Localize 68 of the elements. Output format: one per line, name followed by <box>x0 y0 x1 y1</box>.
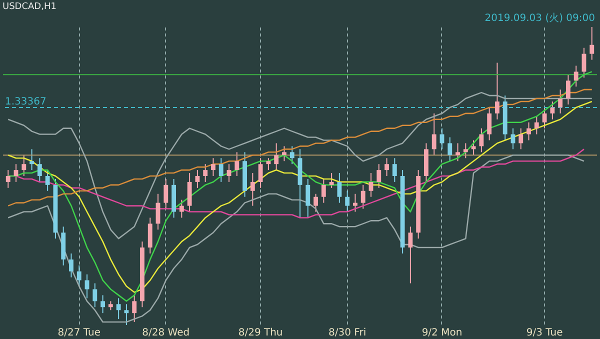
x-tick-label: 8/29 Thu <box>238 328 283 338</box>
candlestick <box>495 62 500 120</box>
x-tick-label: 8/30 Fri <box>328 328 366 338</box>
candlestick <box>187 172 192 212</box>
x-tick-label: 8/28 Wed <box>142 328 190 338</box>
candlestick <box>124 304 129 326</box>
candlestick <box>22 154 26 176</box>
candlestick <box>376 164 382 188</box>
candlestick <box>92 282 98 308</box>
candlestick <box>274 142 279 171</box>
candlestick <box>45 170 50 192</box>
candlestick <box>76 264 82 287</box>
candlestick <box>526 122 531 141</box>
candlestick <box>518 128 524 150</box>
text: 2019.09.03 (火) 09:00 <box>484 12 595 24</box>
candlestick <box>195 170 200 188</box>
candlestick <box>353 193 358 212</box>
candlestick <box>368 172 374 198</box>
x-tick-label: 9/2 Mon <box>422 328 462 338</box>
candlestick <box>37 158 42 182</box>
candlestick <box>534 116 539 135</box>
candlestick <box>218 158 224 182</box>
candlestick <box>211 158 216 176</box>
candlestick <box>479 128 484 153</box>
candlestick <box>282 146 286 162</box>
x-tick-label: 9/3 Tue <box>526 328 563 338</box>
candlestick <box>203 164 208 182</box>
candlestick <box>258 158 263 188</box>
candlestick <box>306 178 310 218</box>
candlestick <box>566 74 570 105</box>
candlestick <box>14 164 18 182</box>
candlestick <box>345 190 350 212</box>
candlestick <box>69 252 74 278</box>
candlestick <box>321 178 326 204</box>
candlestick <box>456 142 460 162</box>
x-tick-label: 8/27 Tue <box>58 328 100 338</box>
candlestick <box>590 26 594 60</box>
chart-title: USDCAD,H1 <box>2 2 56 12</box>
candlestick <box>148 217 152 254</box>
candlestick <box>337 172 342 204</box>
annotation: 1.33367 <box>5 96 46 108</box>
candlestick <box>314 193 318 212</box>
candlestick <box>234 152 240 176</box>
candlestick <box>100 294 105 314</box>
candlestick <box>558 89 563 114</box>
candlestick <box>384 158 389 176</box>
candlestick <box>329 172 334 188</box>
candlestick <box>448 136 452 162</box>
candlestick <box>30 148 34 171</box>
candlestick <box>290 146 294 165</box>
candlestick <box>392 158 397 182</box>
candlestick <box>116 298 121 320</box>
candlestick <box>574 65 578 88</box>
candlestick <box>471 140 476 156</box>
candlestick <box>266 158 271 171</box>
candlestick <box>463 142 468 159</box>
candlestick <box>360 184 366 210</box>
candlestick <box>432 112 436 156</box>
candlestick <box>179 199 184 218</box>
candlestick <box>408 226 413 284</box>
candlestick <box>164 178 168 210</box>
candlestick <box>226 164 232 182</box>
candlestick <box>250 172 255 206</box>
candlestick <box>132 294 137 323</box>
candlestick <box>550 101 555 120</box>
candlestick <box>6 170 10 188</box>
candlestick <box>487 106 492 141</box>
candlestick <box>542 106 547 129</box>
